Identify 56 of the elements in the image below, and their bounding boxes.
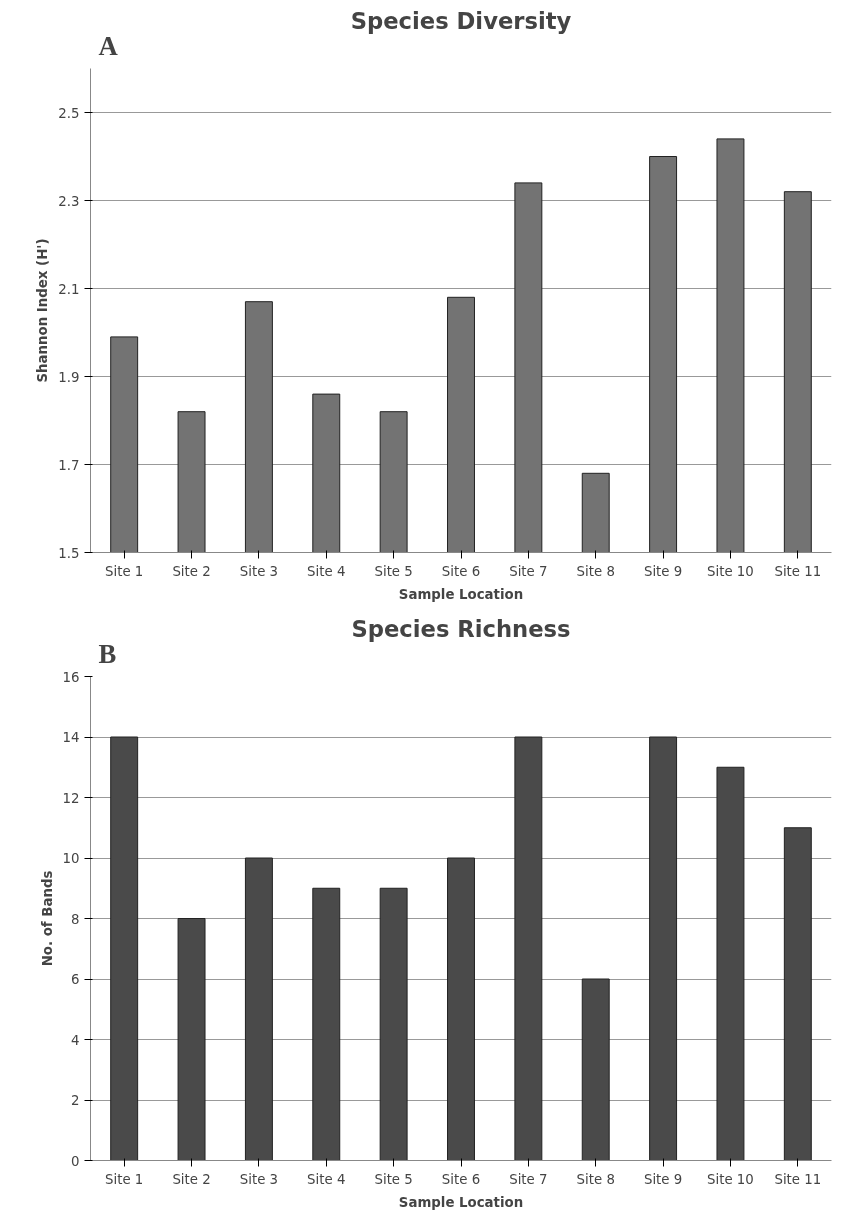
y-tick-label: 14 (62, 730, 80, 745)
y-tick-label: 2.3 (58, 193, 80, 209)
x-tick-label: Site 7 (509, 563, 548, 579)
bar (244, 857, 273, 1161)
x-tick-label: Site 11 (774, 1171, 822, 1187)
y-tick-label: 0 (71, 1153, 80, 1169)
text: A (98, 30, 119, 61)
text: B (98, 638, 117, 669)
x-tick-label: Site 3 (239, 1171, 279, 1187)
x-tick-label: Site 7 (509, 1171, 548, 1187)
y-tick-label: 4 (71, 1032, 80, 1048)
x-tick-label: Site 8 (576, 1171, 615, 1187)
bar (514, 736, 543, 1161)
x-tick-label: Site 3 (239, 563, 279, 579)
chart-title: Species Richness (351, 615, 571, 642)
y-tick-label: 8 (71, 911, 80, 927)
bar (110, 736, 139, 1161)
bar (379, 887, 408, 1161)
y-tick-label: 1.5 (58, 545, 80, 561)
x-tick-label: Site 11 (774, 563, 822, 579)
x-tick-label: Site 5 (374, 563, 413, 579)
y-tick-label: 2.1 (58, 281, 80, 297)
x-tick-label: Site 10 (707, 1171, 754, 1187)
y-axis-title: No. of Bands (39, 870, 55, 967)
x-tick-label: Site 2 (172, 1171, 211, 1187)
y-tick-label: 1.7 (58, 457, 80, 473)
chart-title: Species Diversity (350, 7, 572, 34)
x-tick-label: Site 10 (707, 563, 754, 579)
bar (447, 857, 475, 1161)
x-tick-label: Site 4 (307, 1171, 346, 1187)
y-tick-label: 1.9 (58, 369, 80, 385)
y-tick-label: 6 (71, 972, 80, 987)
x-tick-label: Site 4 (307, 563, 346, 579)
bar (581, 978, 610, 1161)
bar (312, 887, 341, 1161)
bar (716, 766, 745, 1161)
y-tick-label: 16 (62, 669, 80, 685)
x-tick-label: Site 1 (105, 563, 144, 579)
x-tick-label: Site 8 (576, 563, 615, 579)
x-tick-label: Site 9 (643, 1171, 683, 1187)
bar (177, 918, 206, 1161)
y-tick-label: 12 (62, 790, 80, 806)
y-tick-label: 10 (62, 851, 80, 866)
x-axis-title: Sample Location (398, 586, 524, 602)
bar (783, 827, 812, 1161)
y-tick-label: 2 (71, 1093, 80, 1108)
x-tick-label: Site 2 (172, 563, 211, 579)
bar (649, 736, 678, 1161)
x-tick-label: Site 6 (441, 563, 481, 579)
x-tick-label: Site 5 (374, 1171, 413, 1187)
x-tick-label: Site 9 (643, 563, 683, 579)
x-axis-title: Sample Location (398, 1194, 524, 1210)
x-tick-label: Site 6 (441, 1171, 481, 1187)
x-tick-label: Site 1 (105, 1171, 144, 1187)
y-tick-label: 2.5 (58, 105, 80, 121)
y-axis-title: Shannon Index (H') (35, 238, 51, 383)
